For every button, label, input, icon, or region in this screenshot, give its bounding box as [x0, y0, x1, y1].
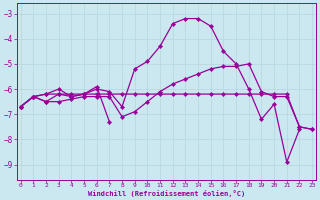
X-axis label: Windchill (Refroidissement éolien,°C): Windchill (Refroidissement éolien,°C) — [88, 190, 245, 197]
